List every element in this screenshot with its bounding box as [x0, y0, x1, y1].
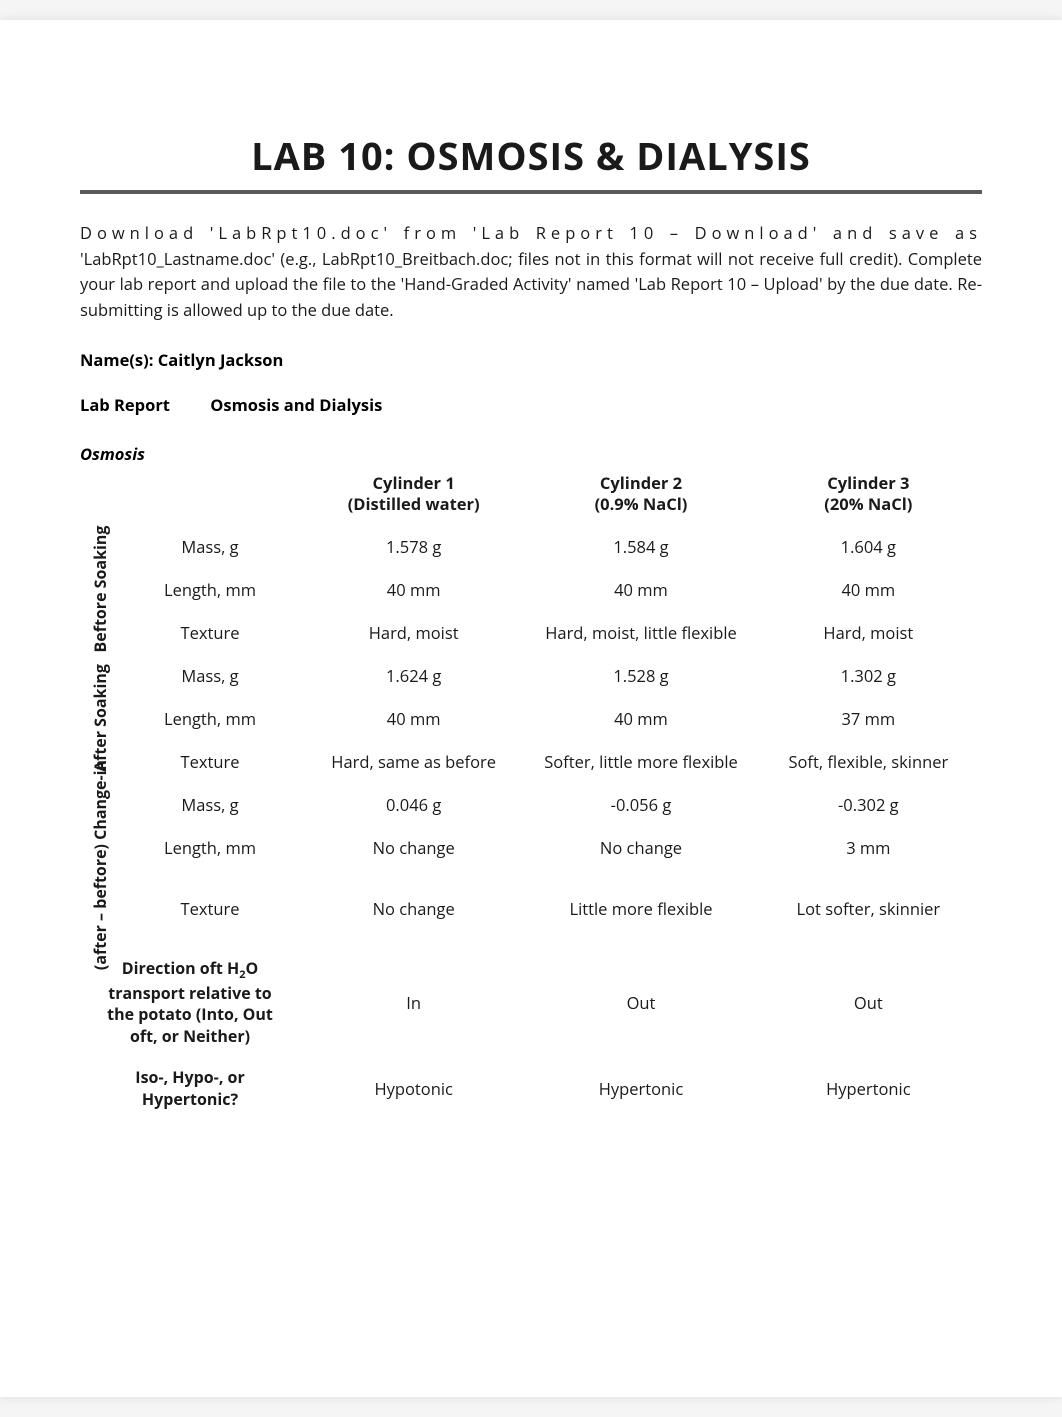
cell: Hard, moist	[300, 611, 527, 654]
names-line: Name(s): Caitlyn Jackson	[80, 348, 982, 371]
table-row: Length, mm 40 mm 40 mm 37 mm	[80, 697, 982, 740]
cell: 40 mm	[527, 568, 754, 611]
row-label: Texture	[120, 740, 300, 783]
cell: 1.584 g	[527, 525, 754, 568]
cell: Hypotonic	[300, 1057, 527, 1120]
cell: Hard, moist	[755, 611, 982, 654]
header-cyl3: Cylinder 3 (20% NaCl)	[755, 469, 982, 524]
cell: 1.302 g	[755, 654, 982, 697]
names-label: Name(s):	[80, 348, 158, 371]
title-rule	[80, 190, 982, 194]
cell: -0.056 g	[527, 783, 754, 826]
cell: Hard, same as before	[300, 740, 527, 783]
group-change-l1: Change-in	[89, 760, 111, 840]
row-label: Mass, g	[120, 525, 300, 568]
cell: Out	[527, 948, 754, 1058]
section-heading: Osmosis	[80, 442, 982, 465]
page: LAB 10: OSMOSIS & DIALYSIS Download 'Lab…	[0, 20, 1062, 1397]
table-row: Texture Hard, same as before Softer, lit…	[80, 740, 982, 783]
direction-label-l3: the potato (Into, Out	[107, 1003, 273, 1025]
cell: 1.578 g	[300, 525, 527, 568]
row-label: Texture	[120, 611, 300, 654]
cell: 40 mm	[300, 697, 527, 740]
header-cyl3-l2: (20% NaCl)	[824, 492, 912, 515]
cell: Hypertonic	[755, 1057, 982, 1120]
cell: 1.624 g	[300, 654, 527, 697]
row-label: Mass, g	[120, 654, 300, 697]
labreport-line: Lab Report Osmosis and Dialysis	[80, 393, 982, 416]
cell: Hypertonic	[527, 1057, 754, 1120]
cell: 40 mm	[755, 568, 982, 611]
cell: 40 mm	[527, 697, 754, 740]
tonicity-label-l1: Iso-, Hypo-, or	[135, 1066, 244, 1088]
cell: 1.604 g	[755, 525, 982, 568]
labreport-label: Lab Report	[80, 393, 170, 416]
group-before-label: Beftore Soaking	[89, 526, 111, 653]
row-label: Mass, g	[120, 783, 300, 826]
cell: Little more flexible	[527, 869, 754, 948]
tonicity-label-l2: Hypertonic?	[142, 1088, 238, 1110]
table-row: (after – beftore) Change-in Mass, g 0.04…	[80, 783, 982, 826]
cell: 40 mm	[300, 568, 527, 611]
row-label: Texture	[120, 869, 300, 948]
header-cyl3-l1: Cylinder 3	[827, 471, 909, 494]
group-after-label: After Soaking	[89, 664, 111, 772]
cell: Softer, little more flexible	[527, 740, 754, 783]
cell: No change	[300, 826, 527, 869]
intro-first-line: Download 'LabRpt10.doc' from 'Lab Report…	[80, 221, 982, 244]
cell: 1.528 g	[527, 654, 754, 697]
direction-label-l4: oft, or Neither)	[130, 1025, 250, 1047]
row-label: Length, mm	[120, 826, 300, 869]
cell: No change	[527, 826, 754, 869]
group-change-label: (after – beftore) Change-in	[89, 760, 111, 970]
group-change: (after – beftore) Change-in	[80, 783, 120, 948]
table-header-row: Cylinder 1 (Distilled water) Cylinder 2 …	[80, 469, 982, 524]
table-row: Texture Hard, moist Hard, moist, little …	[80, 611, 982, 654]
table-row: After Soaking Mass, g 1.624 g 1.528 g 1.…	[80, 654, 982, 697]
osmosis-table: Cylinder 1 (Distilled water) Cylinder 2 …	[80, 469, 982, 1120]
header-cyl1-l2: (Distilled water)	[348, 492, 480, 515]
direction-label: Direction oft H2O transport relative to …	[80, 948, 300, 1058]
cell: In	[300, 948, 527, 1058]
table-row: Iso-, Hypo-, or Hypertonic? Hypotonic Hy…	[80, 1057, 982, 1120]
cell: -0.302 g	[755, 783, 982, 826]
group-before: Beftore Soaking	[80, 525, 120, 654]
cell: 3 mm	[755, 826, 982, 869]
cell: Hard, moist, little flexible	[527, 611, 754, 654]
cell: 0.046 g	[300, 783, 527, 826]
direction-label-l1b: O	[246, 957, 259, 979]
cell: No change	[300, 869, 527, 948]
cell: Lot softer, skinnier	[755, 869, 982, 948]
cell: Soft, flexible, skinner	[755, 740, 982, 783]
names-value: Caitlyn Jackson	[158, 348, 284, 371]
header-cyl2-l1: Cylinder 2	[600, 471, 682, 494]
group-change-l2: (after – beftore)	[89, 844, 111, 970]
table-row: Direction oft H2O transport relative to …	[80, 948, 982, 1058]
header-cyl1: Cylinder 1 (Distilled water)	[300, 469, 527, 524]
page-title: LAB 10: OSMOSIS & DIALYSIS	[80, 130, 982, 182]
header-cyl2-l2: (0.9% NaCl)	[595, 492, 688, 515]
cell: 37 mm	[755, 697, 982, 740]
row-label: Length, mm	[120, 568, 300, 611]
table-row: Beftore Soaking Mass, g 1.578 g 1.584 g …	[80, 525, 982, 568]
intro-paragraph: Download 'LabRpt10.doc' from 'Lab Report…	[80, 220, 982, 322]
direction-label-l1: Direction oft H	[122, 957, 240, 979]
table-row: Length, mm No change No change 3 mm	[80, 826, 982, 869]
cell: Out	[755, 948, 982, 1058]
table-row: Texture No change Little more flexible L…	[80, 869, 982, 948]
row-label: Length, mm	[120, 697, 300, 740]
labreport-value: Osmosis and Dialysis	[210, 393, 382, 416]
tonicity-label: Iso-, Hypo-, or Hypertonic?	[80, 1057, 300, 1120]
direction-label-l2: transport relative to	[108, 982, 271, 1004]
table-row: Length, mm 40 mm 40 mm 40 mm	[80, 568, 982, 611]
header-cyl1-l1: Cylinder 1	[373, 471, 455, 494]
intro-rest: 'LabRpt10_Lastname.doc' (e.g., LabRpt10_…	[80, 247, 982, 321]
header-cyl2: Cylinder 2 (0.9% NaCl)	[527, 469, 754, 524]
